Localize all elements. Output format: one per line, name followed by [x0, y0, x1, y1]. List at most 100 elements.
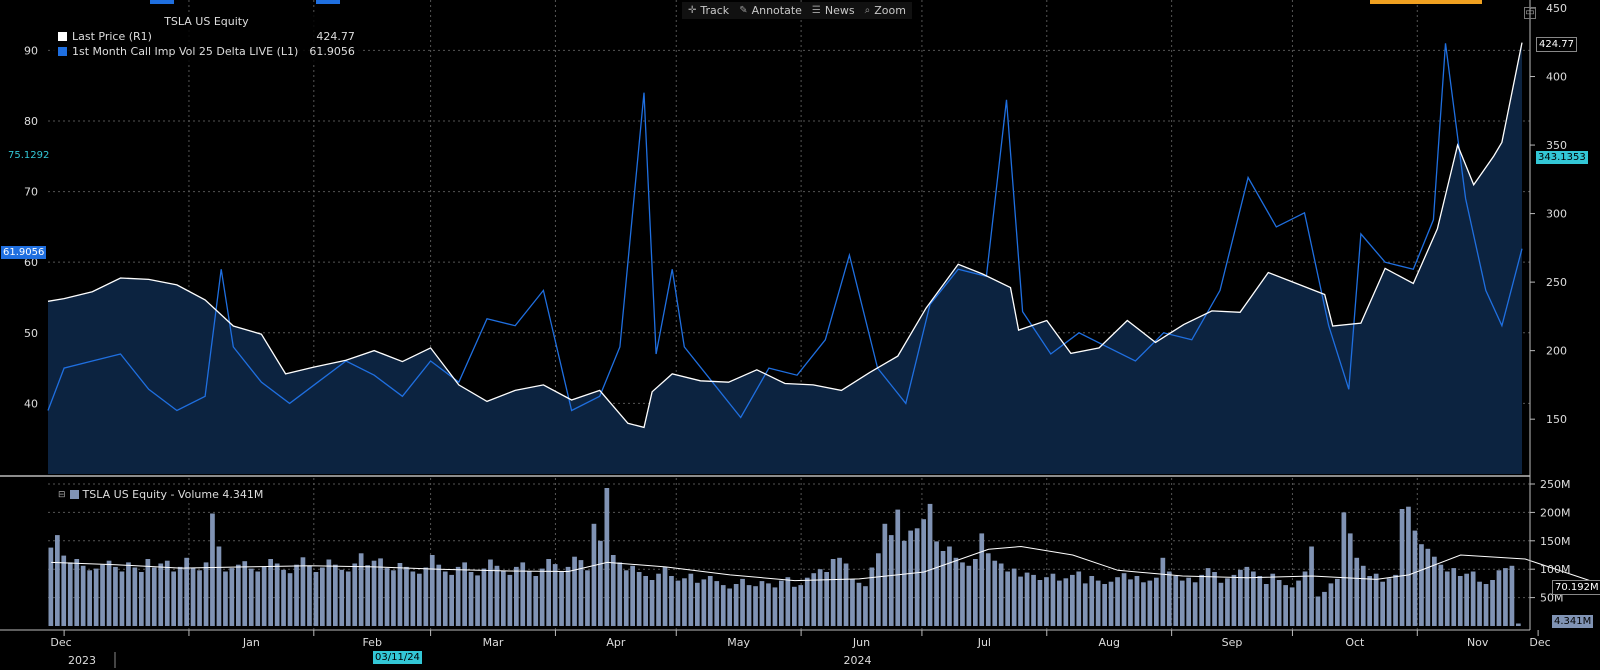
volume-bar: [274, 563, 280, 626]
crosshair-icon: ✛: [688, 5, 697, 16]
volume-bar: [1270, 573, 1276, 626]
volume-bar: [1263, 584, 1269, 626]
volume-bar: [1380, 581, 1385, 626]
right-tick-label: 200: [1546, 345, 1567, 358]
volume-bar: [1192, 582, 1198, 626]
volume-bar: [1406, 506, 1411, 626]
volume-bar: [1095, 580, 1101, 626]
volume-bar: [714, 581, 720, 626]
left-tick-label: 60: [24, 256, 38, 269]
volume-bar: [617, 562, 623, 626]
volume-legend[interactable]: ⊟ TSLA US Equity - Volume 4.341M: [54, 488, 268, 501]
legend-item-iv[interactable]: 1st Month Call Imp Vol 25 Delta LIVE (L1…: [58, 44, 355, 59]
volume-bar: [171, 571, 176, 626]
volume-bar: [1496, 570, 1502, 626]
volume-bar: [1419, 544, 1424, 626]
volume-bar: [1089, 576, 1095, 626]
volume-bar: [365, 565, 370, 626]
volume-bar: [48, 547, 54, 626]
volume-bar: [1399, 509, 1405, 626]
volume-bar: [1134, 576, 1140, 626]
volume-bar: [1011, 568, 1017, 626]
volume-bar: [927, 503, 933, 626]
zoom-button[interactable]: ⌕ Zoom: [865, 4, 906, 17]
volume-bar: [106, 560, 112, 626]
volume-bar: [300, 557, 306, 626]
x-tick-label: Dec: [1529, 636, 1550, 649]
news-button[interactable]: ☰ News: [812, 4, 855, 17]
volume-bar: [585, 570, 590, 626]
volume-bar: [1509, 565, 1515, 626]
volume-bar: [1257, 576, 1263, 626]
price-series-line: [47, 42, 1523, 429]
volume-bar: [520, 562, 526, 626]
collapse-icon[interactable]: ⊟: [58, 489, 66, 500]
volume-bar: [216, 546, 222, 626]
volume-bar: [863, 586, 868, 626]
volume-bar: [1031, 574, 1036, 626]
volume-bar: [559, 571, 564, 626]
volume-bar: [514, 566, 519, 626]
iv-series-line: [47, 43, 1523, 419]
volume-bar: [973, 559, 978, 626]
volume-bar: [455, 566, 461, 626]
volume-bar: [197, 570, 202, 626]
volume-bar: [378, 558, 383, 626]
volume-bar: [772, 587, 778, 626]
expand-icon[interactable]: ▭: [1524, 7, 1536, 19]
volume-bar: [1516, 623, 1521, 626]
volume-bar: [998, 563, 1004, 626]
volume-bar: [371, 560, 377, 626]
volume-bar: [488, 559, 493, 626]
volume-bar: [817, 569, 823, 626]
volume-bar: [720, 585, 726, 626]
volume-bar: [1309, 546, 1314, 626]
volume-bar: [908, 530, 913, 626]
annotate-button[interactable]: ✎ Annotate: [739, 4, 802, 17]
track-label: Track: [700, 4, 730, 17]
volume-bar: [501, 570, 506, 626]
volume-bar: [1147, 580, 1153, 626]
volume-bar: [610, 555, 616, 626]
volume-bar: [921, 519, 926, 626]
volume-bar: [352, 563, 358, 626]
legend-item-price[interactable]: Last Price (R1) 424.77: [58, 29, 355, 44]
volume-bar: [966, 565, 972, 626]
x-tick-label: Oct: [1345, 636, 1365, 649]
volume-bar: [80, 565, 86, 626]
price-area-fill: [48, 42, 1522, 474]
volume-tick-label: 150M: [1540, 535, 1571, 548]
legend-title: TSLA US Equity: [164, 15, 249, 28]
volume-bar: [203, 562, 209, 626]
x-tick-label: Sep: [1222, 636, 1243, 649]
volume-bar: [552, 564, 558, 626]
volume-bar: [1393, 574, 1398, 626]
volume-bar: [1386, 578, 1392, 626]
legend-price-value: 424.77: [316, 30, 355, 43]
volume-tick-label: 250M: [1540, 478, 1571, 491]
volume-bar: [604, 488, 610, 626]
volume-bar: [339, 569, 345, 626]
volume-bar: [1412, 530, 1418, 626]
volume-bar: [1166, 571, 1172, 626]
volume-bar: [61, 555, 67, 626]
volume-bar: [843, 563, 849, 626]
volume-bar: [947, 546, 952, 626]
volume-bar: [345, 571, 351, 626]
volume-bar: [1173, 576, 1179, 626]
volume-bar: [759, 581, 765, 626]
volume-bar: [766, 583, 771, 626]
volume-bar: [151, 567, 157, 626]
volume-bar: [1328, 583, 1334, 626]
volume-bar: [320, 567, 325, 626]
volume-bar: [429, 555, 435, 626]
volume-bar: [792, 586, 797, 626]
volume-bar: [242, 561, 248, 626]
x-tick-label: Aug: [1098, 636, 1119, 649]
volume-bar: [533, 576, 539, 626]
volume-bar: [210, 513, 215, 626]
volume-bar: [1238, 569, 1243, 626]
track-button[interactable]: ✛ Track: [688, 4, 729, 17]
volume-bar: [481, 568, 487, 626]
volume-bar: [934, 541, 939, 626]
